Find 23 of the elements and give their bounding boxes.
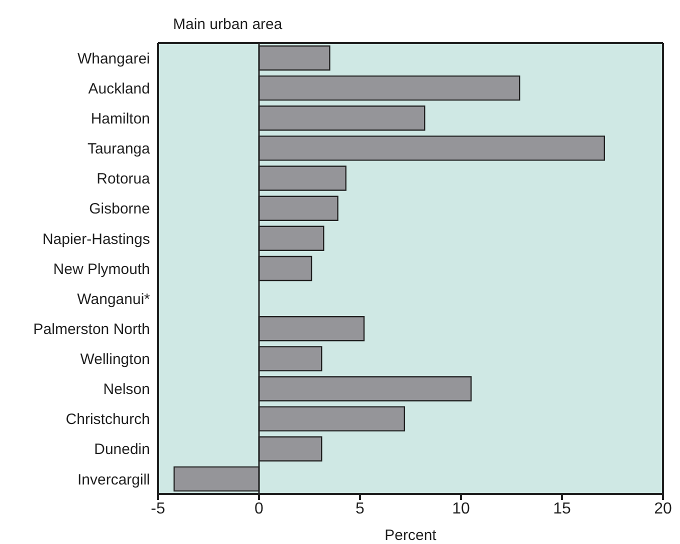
y-tick-label: Auckland <box>88 80 150 98</box>
y-tick-label: Christchurch <box>66 411 150 428</box>
y-tick-label: Tauranga <box>87 140 151 158</box>
y-tick-label: Invercargill <box>77 471 150 488</box>
x-tick-label: 15 <box>553 500 571 518</box>
y-tick-label: Palmerston North <box>33 320 150 338</box>
x-tick-label: -5 <box>150 500 166 518</box>
y-axis-title: Main urban area <box>173 16 282 33</box>
y-tick-label: Wellington <box>80 351 150 368</box>
y-tick-label: New Plymouth <box>53 260 150 278</box>
x-tick-label: 5 <box>356 500 365 518</box>
y-tick-label: Whangarei <box>77 50 150 68</box>
y-tick-label: Nelson <box>103 381 150 398</box>
x-tick-label: 10 <box>452 500 470 518</box>
y-tick-label: Gisborne <box>89 200 150 218</box>
y-tick-label: Napier-Hastings <box>42 230 150 248</box>
y-tick-label: Wanganui* <box>77 290 150 308</box>
x-tick-label: 20 <box>654 500 672 518</box>
y-tick-label: Hamilton <box>90 110 150 128</box>
x-tick-label: 0 <box>254 500 264 518</box>
x-axis-title: Percent <box>384 527 438 544</box>
y-tick-label: Rotorua <box>96 170 151 188</box>
y-tick-label: Dunedin <box>94 441 150 458</box>
